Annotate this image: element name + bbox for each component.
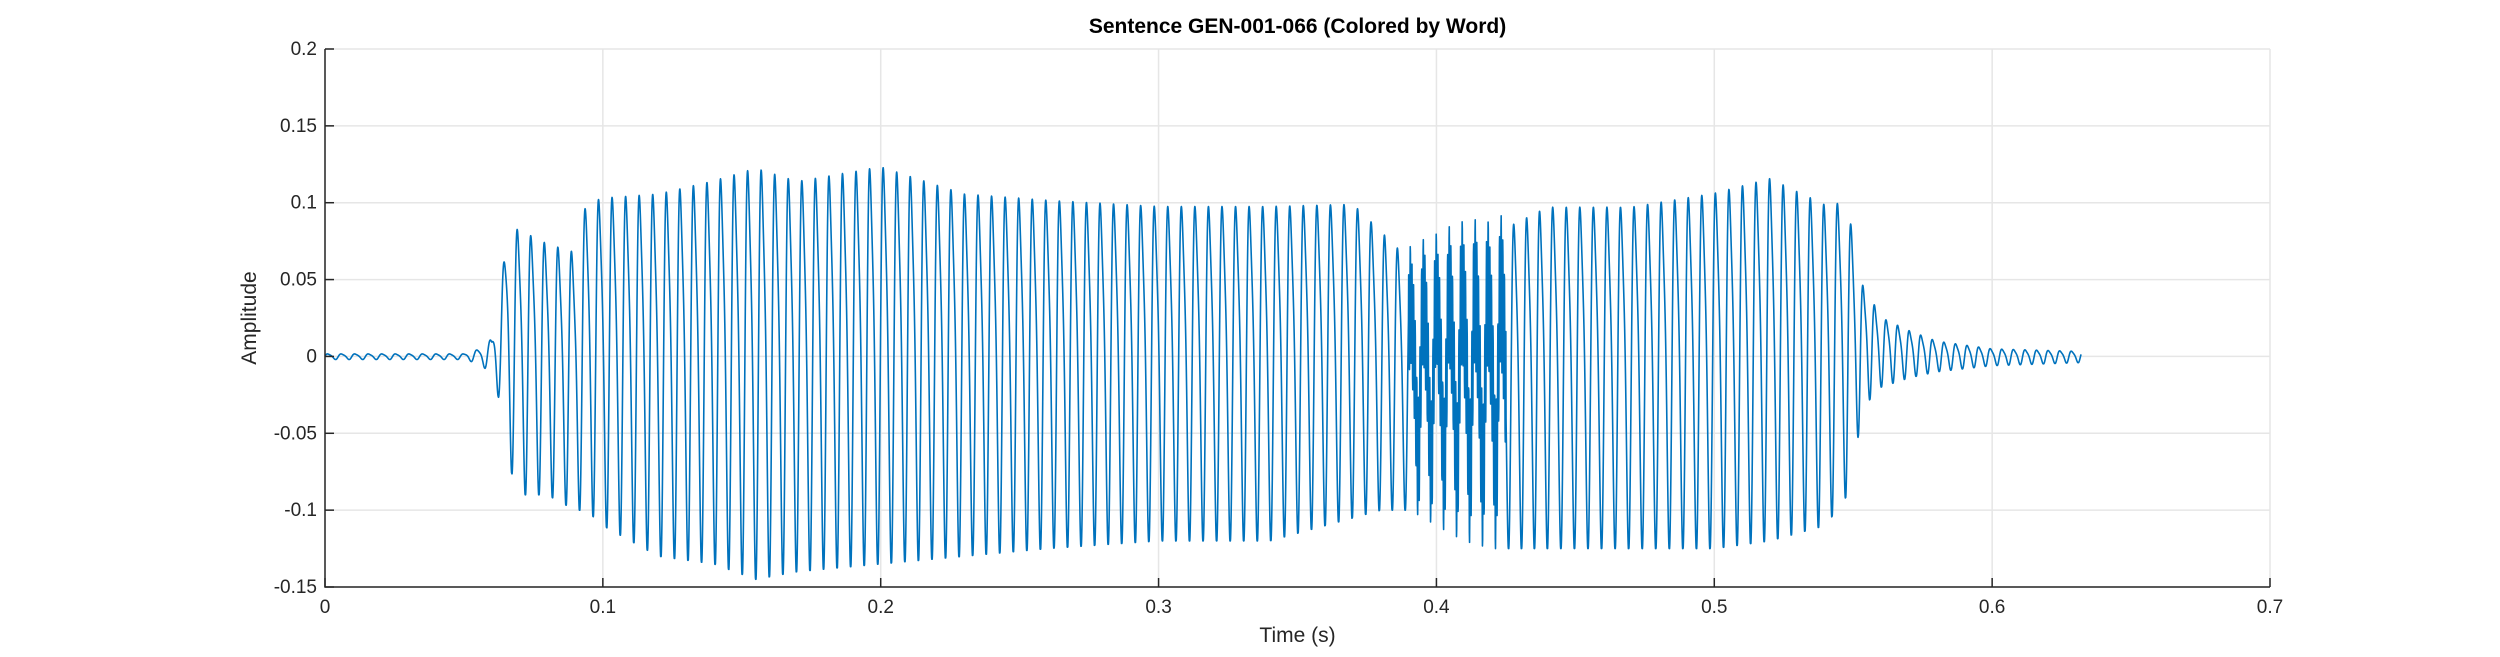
x-tick-label: 0 [320, 597, 331, 618]
y-axis-label: Amplitude [238, 271, 261, 364]
axes [324, 48, 2271, 588]
y-tick-label: 0 [306, 346, 317, 367]
series-layer [324, 167, 2082, 581]
y-tick-label: -0.05 [274, 423, 317, 444]
y-tick-label: 0.05 [280, 270, 317, 291]
y-tick-label: 0.15 [280, 116, 317, 137]
x-tick-label: 0.2 [868, 597, 894, 618]
x-tick-label: 0.1 [590, 597, 616, 618]
x-tick-label: 0.3 [1145, 597, 1171, 618]
y-tick-label: 0.2 [291, 39, 317, 60]
y-tick-label: -0.15 [274, 577, 317, 598]
x-tick-label: 0.5 [1701, 597, 1727, 618]
x-axis-label: Time (s) [1259, 624, 1335, 647]
labels: Sentence GEN-001-066 (Colored by Word) T… [238, 15, 2283, 647]
x-tick-label: 0.6 [1979, 597, 2005, 618]
y-tick-label: -0.1 [284, 500, 317, 521]
waveform-series-line [324, 167, 2082, 581]
y-tick-label: 0.1 [291, 193, 317, 214]
x-tick-label: 0.7 [2257, 597, 2283, 618]
chart-title: Sentence GEN-001-066 (Colored by Word) [1089, 15, 1506, 38]
x-tick-label: 0.4 [1423, 597, 1450, 618]
